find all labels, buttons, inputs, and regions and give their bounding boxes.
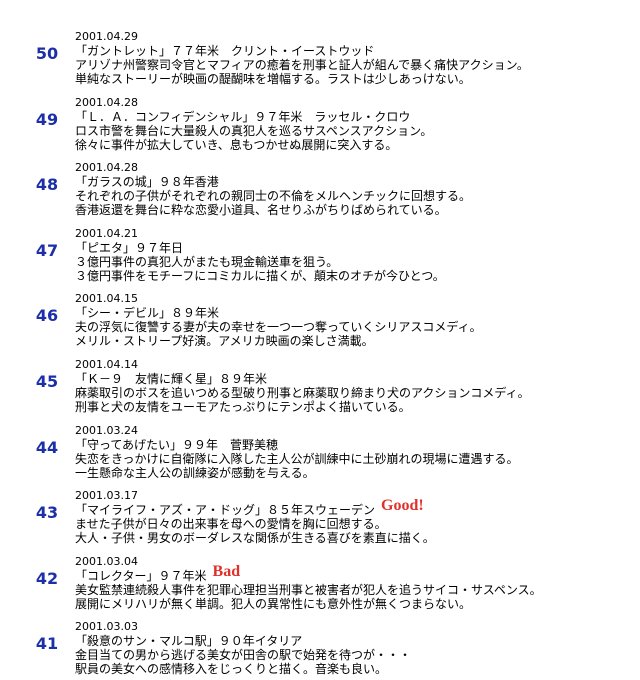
entry-title-line: 「守ってあげたい」９９年 菅野美穂 [75, 438, 278, 452]
entry-date: 2001.03.04 [75, 554, 138, 568]
entry-title-line: 「コレクター」９７年米 Bad [75, 563, 240, 583]
entry-date: 2001.04.15 [75, 292, 138, 306]
entry-comment: 徐々に事件が拡大していき、息もつかせぬ展開に突入する。 [75, 137, 398, 152]
entry-number: 49 [35, 109, 59, 129]
entry-number: 45 [35, 372, 59, 391]
entry-title: 「ピエタ」９７年日 [75, 240, 184, 255]
entry-number: 48 [35, 175, 59, 195]
entry-title-line: 「殺意のサン・マルコ駅」９０年イタリア [75, 634, 302, 648]
entry-comment: 刑事と犬の友情をユーモアたっぷりにテンポよく描いている。 [75, 400, 411, 414]
entry-date: 2001.04.21 [75, 226, 138, 240]
entry-comment: 一生懸命な主人公の訓練姿が感動を与える。 [75, 465, 315, 480]
entry-comment: それぞれの子供がそれぞれの親同士の不倫をメルヘンチックに回想する。 [75, 189, 472, 204]
entry-date: 2001.03.17 [75, 489, 138, 503]
entry-number: 50 [35, 44, 59, 63]
entry-title: 「Ｌ．Ａ．コンフィデンシャル」９７年米 ラッセル・クロウ [75, 109, 411, 124]
entry-number: 43 [35, 503, 59, 523]
entry-date: 2001.04.29 [75, 30, 138, 43]
entry-comment: ３億円事件の真犯人がまたも現金輸送車を狙う。 [75, 254, 339, 269]
entry-comment: ロス市警を舞台に大量殺人の真犯人を巡るサスペンスアクション。 [75, 123, 433, 138]
entry-number: 44 [35, 437, 59, 457]
rating-badge: Bad [212, 562, 241, 580]
entry-title: 「守ってあげたい」９９年 菅野美穂 [75, 437, 279, 452]
entry-comment: ませた子供が日々の出来事を母への愛情を胸に回想する。 [75, 517, 387, 532]
entry-comment: 美女監禁連続殺人事件を犯罪心理担当刑事と被害者が犯人を追うサイコ・サスペンス。 [75, 582, 542, 597]
entry-title: 「マイライフ・アズ・ア・ドッグ」８５年スウェーデン [75, 503, 376, 518]
entry-number: 42 [35, 568, 59, 588]
entry-comment: 駅員の美女への感情移入をじっくりと描く。音楽も良い。 [75, 662, 388, 677]
entry-comment: ３億円事件をモチーフにコミカルに描くが、顛末のオチが今ひとつ。 [75, 268, 445, 283]
entry-comment: 金目当ての男から逃げる美女が田舎の駅で始発を待つが・・・ [75, 648, 412, 663]
entry-comment: 香港返還を舞台に粋な恋愛小道具、名せりふがちりばめられている。 [75, 203, 447, 218]
entry-title: 「コレクター」９７年米 [75, 568, 207, 583]
entry-number: 46 [35, 306, 59, 326]
entry-comment: メリル・ストリープ好演。アメリカ映画の楽しさ満載。 [75, 334, 374, 349]
entry-comment: 失恋をきっかけに自衛隊に入隊した主人公が訓練中に土砂崩れの現場に遭遇する。 [75, 451, 519, 466]
entry-date: 2001.04.14 [75, 358, 138, 371]
entry-title-line: 「Ｋ－９ 友情に輝く星」８９年米 [75, 372, 267, 386]
entry-date: 2001.04.28 [75, 161, 138, 175]
entry-date: 2001.04.28 [75, 95, 138, 109]
entry-title: 「Ｋ－９ 友情に輝く星」８９年米 [75, 372, 268, 386]
entry-date: 2001.03.03 [75, 620, 138, 634]
entry-comment: アリゾナ州警察司令官とマフィアの癒着を刑事と証人が組んで暴く痛快アクション。 [75, 58, 529, 72]
entry-comment: 大人・子供・男女のボーダレスな関係が生きる喜びを素直に描く。 [75, 531, 435, 546]
entry-comment: 夫の浮気に復讐する妻が夫の幸せを一つ一つ奪っていくシリアスコメディ。 [75, 320, 482, 335]
entry-comment: 単純なストーリーが映画の醍醐味を増幅する。ラストは少しあっけない。 [75, 72, 471, 86]
entry-title: 「シー・デビル」８９年米 [75, 306, 220, 321]
entry-title-line: 「ガントレット」７７年米 クリント・イーストウッド [75, 44, 374, 58]
entry-title: 「ガラスの城」９８年香港 [75, 175, 219, 190]
entry-title-line: 「ガラスの城」９８年香港 [75, 175, 219, 189]
entry-comment: 麻薬取引のボスを追いつめる型破り刑事と麻薬取り締まり犬のアクションコメディ。 [75, 386, 530, 400]
entry-date: 2001.03.24 [75, 423, 138, 437]
entry-title-line: 「ピエタ」９７年日 [75, 241, 183, 255]
entry-number: 47 [35, 240, 59, 260]
entry-title-line: 「マイライフ・アズ・ア・ドッグ」８５年スウェーデン Good! [75, 498, 424, 518]
entry-title: 「殺意のサン・マルコ駅」９０年イタリア [75, 634, 303, 649]
entry-title: 「ガントレット」７７年米 クリント・イーストウッド [75, 44, 375, 58]
rating-badge: Good! [381, 497, 424, 515]
entry-comment: 展開にメリハリが無く単調。犯人の異常性にも意外性が無くつまらない。 [75, 596, 472, 611]
entry-title-line: 「Ｌ．Ａ．コンフィデンシャル」９７年米 ラッセル・クロウ [75, 110, 410, 124]
entry-number: 41 [35, 634, 59, 654]
entry-title-line: 「シー・デビル」８９年米 [75, 306, 219, 320]
